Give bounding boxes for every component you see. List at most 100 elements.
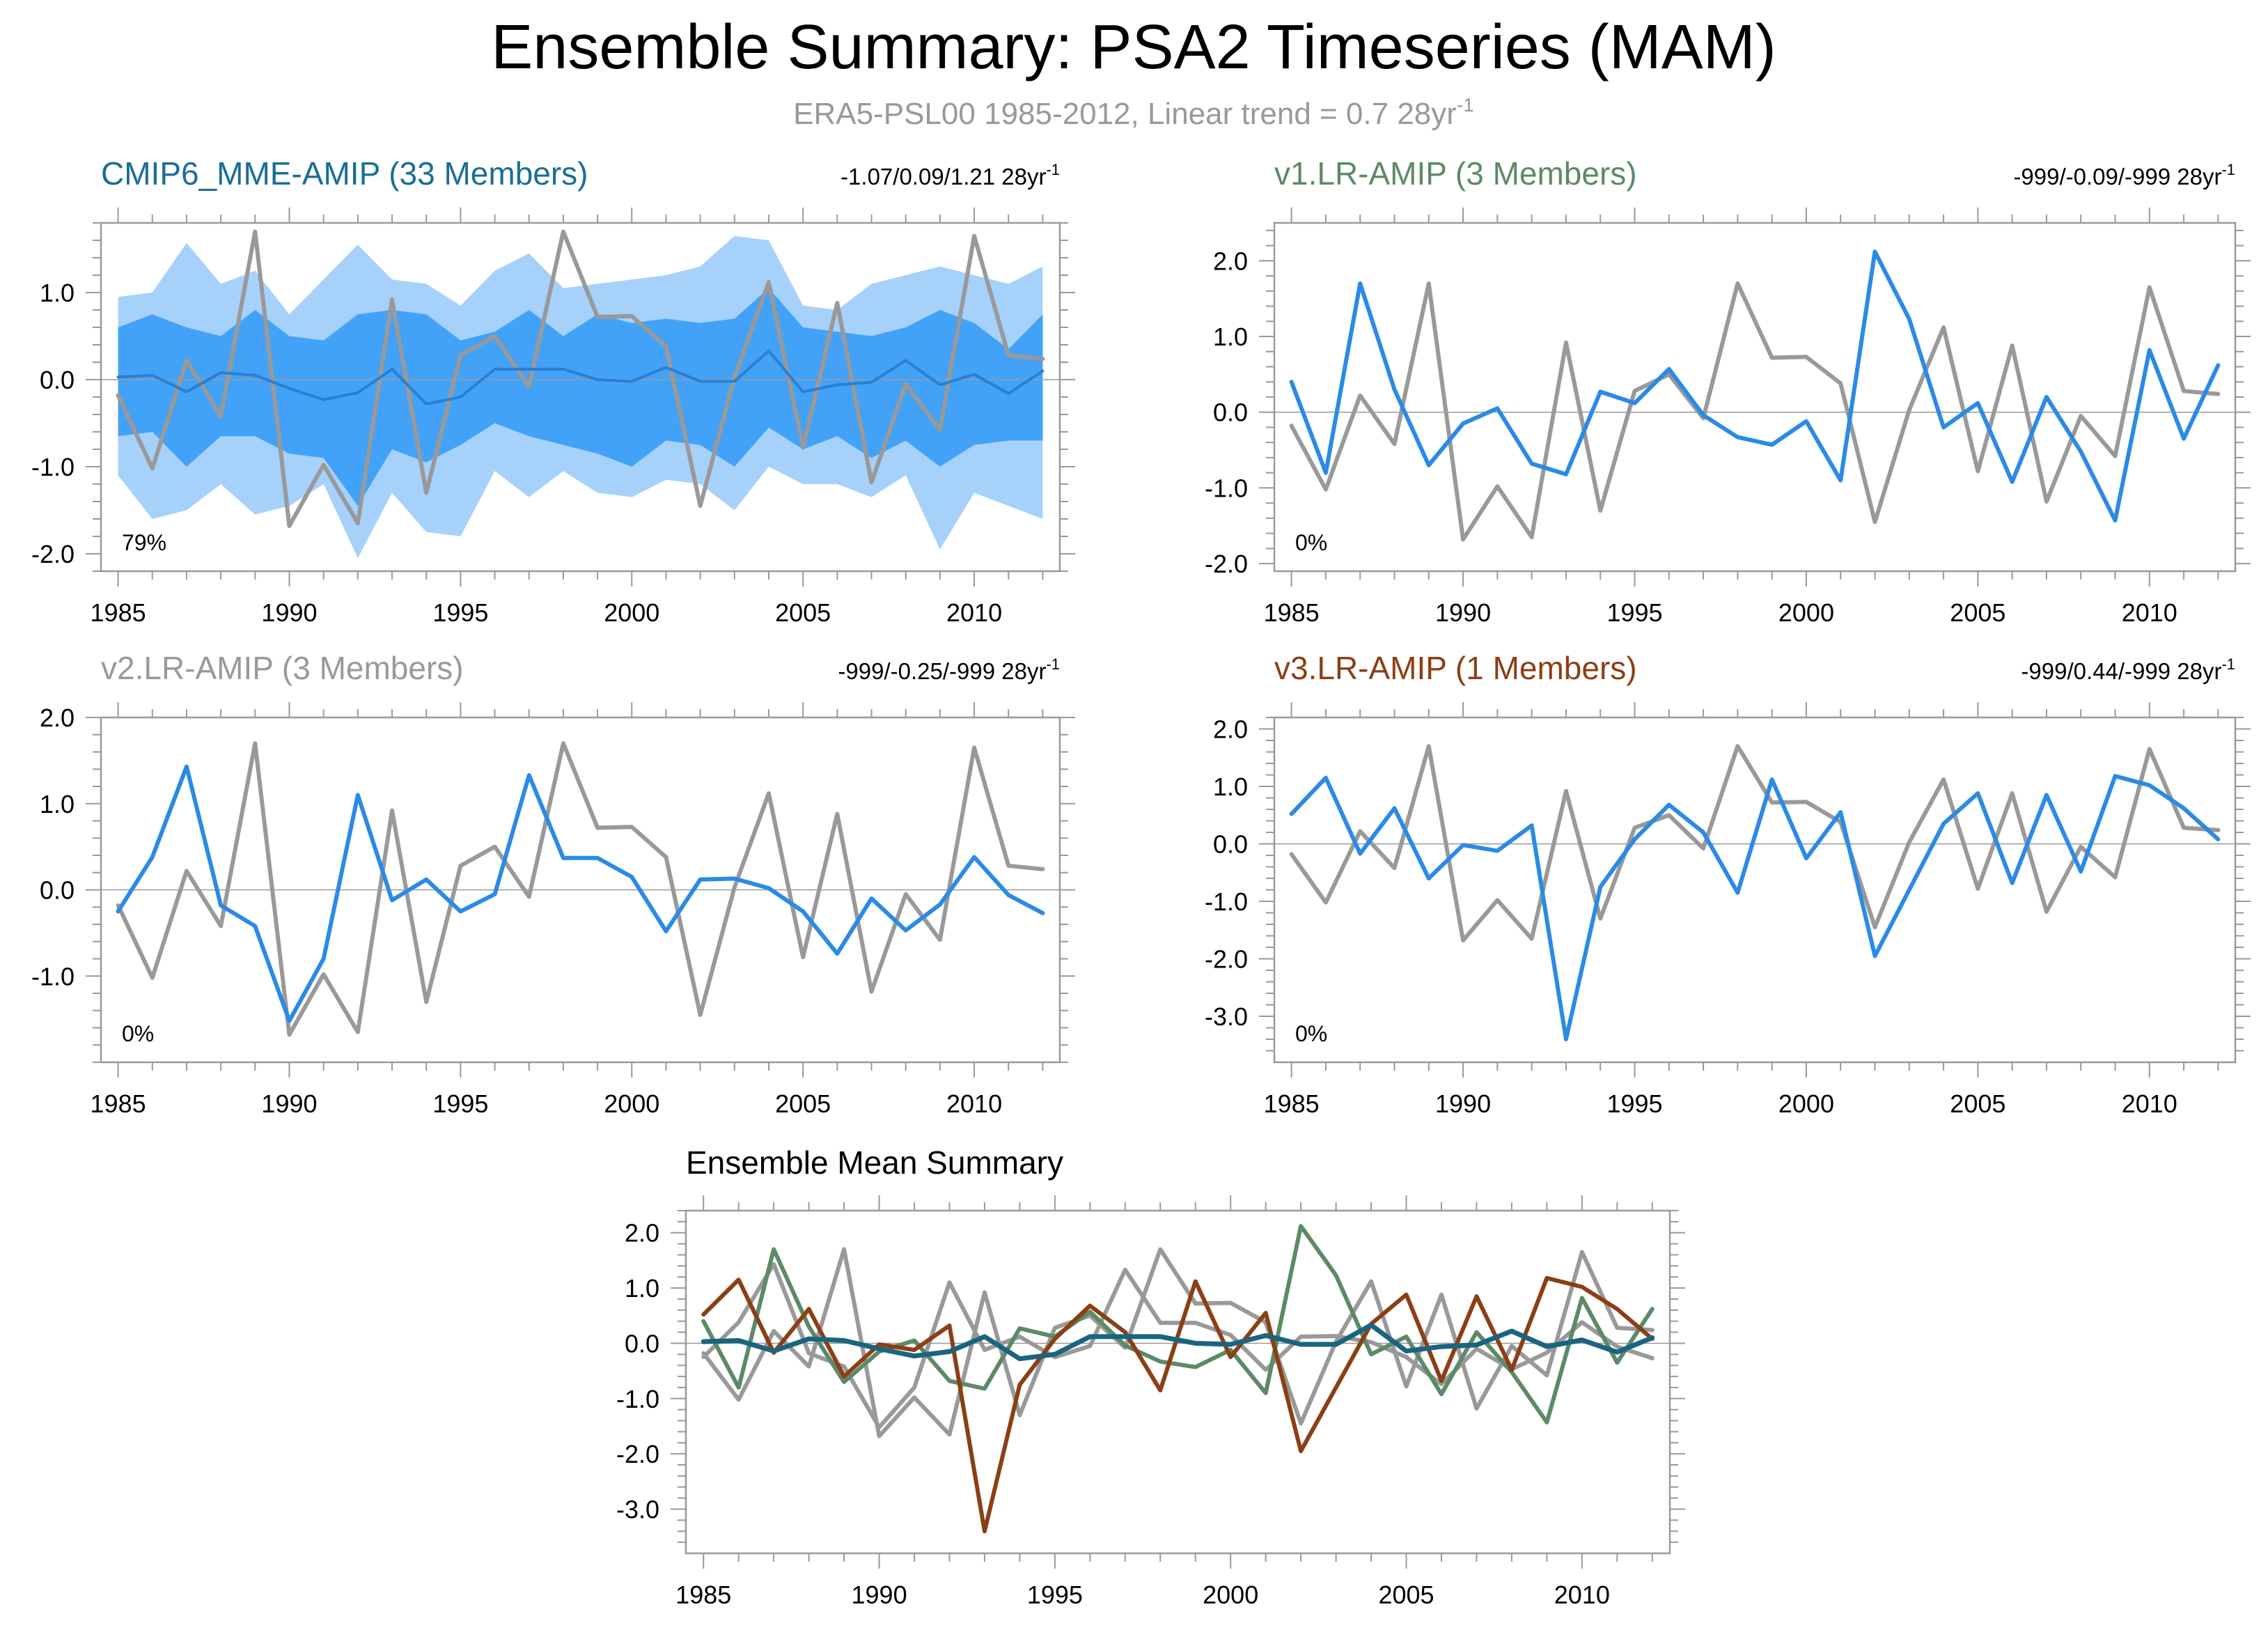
panel-v2: v2.LR-AMIP (3 Members) -999/-0.25/-999 2… <box>31 650 1075 1118</box>
series-line-v3-lr-amip <box>1289 774 2221 1041</box>
x-tick-label: 2010 <box>2122 598 2177 627</box>
plot-frame <box>1273 716 2237 1064</box>
x-tick-label: 2000 <box>604 598 659 627</box>
x-tick-label: 2005 <box>1950 1089 2005 1118</box>
plot-area-summary: 1985 1990 1995 2000 2005 2010 -3.0 -2.0 -1.0 0.0 1… <box>616 1195 1685 1609</box>
stats-sup-v1: -1 <box>2221 161 2235 178</box>
x-tick-label: 2005 <box>775 1089 831 1118</box>
series-line-era5-psl00 <box>116 229 1045 528</box>
panel-stats-v2: -999/-0.25/-999 28yr-1 <box>838 655 1060 684</box>
y-tick-label: -3.0 <box>1205 1002 1248 1031</box>
y-tick-label: 2.0 <box>1213 247 1248 275</box>
stats-text-mme: -1.07/0.09/1.21 28yr <box>840 164 1046 189</box>
series-line-v2-lr-amip <box>116 764 1045 1023</box>
series-line-v2-lr-amip <box>701 1261 1655 1430</box>
percent-label: 0% <box>1295 530 1327 555</box>
stats-sup-v3: -1 <box>2221 655 2235 673</box>
stats-text-v2: -999/-0.25/-999 28yr <box>838 658 1046 684</box>
plot-area-v3: 1985 1990 1995 2000 2005 2010 -3.0 -2.0 -1.0 0.0 1… <box>1205 702 2251 1118</box>
percent-label: 79% <box>122 530 166 555</box>
x-tick-label: 1985 <box>1264 1089 1320 1118</box>
y-tick-label: 1.0 <box>1213 772 1248 801</box>
series-line-cmip6-mme-amip <box>116 349 1045 405</box>
percent-label: 0% <box>1295 1021 1327 1046</box>
x-tick-label: 1995 <box>432 1089 488 1118</box>
x-tick-label: 2010 <box>946 598 1002 627</box>
x-tick-label: 1995 <box>432 598 488 627</box>
panel-stats-v3: -999/0.44/-999 28yr-1 <box>2021 655 2235 684</box>
y-tick-label: -2.0 <box>31 540 75 568</box>
panel-title-v2: v2.LR-AMIP (3 Members) <box>101 650 464 686</box>
y-tick-label: 1.0 <box>625 1274 659 1303</box>
panel-v3: v3.LR-AMIP (1 Members) -999/0.44/-999 28… <box>1205 650 2251 1118</box>
y-tick-label: 0.0 <box>40 366 75 394</box>
x-tick-label: 1985 <box>91 1089 146 1118</box>
panel-title-summary: Ensemble Mean Summary <box>686 1144 1063 1181</box>
x-tick-label: 1985 <box>675 1580 731 1609</box>
y-tick-label: -2.0 <box>1205 945 1248 974</box>
x-tick-label: 2000 <box>1203 1580 1258 1609</box>
x-tick-label: 2000 <box>1778 1089 1834 1118</box>
x-tick-label: 2005 <box>1378 1580 1434 1609</box>
subtitle-text: ERA5-PSL00 1985-2012, Linear trend = 0.7… <box>793 97 1457 131</box>
x-tick-label: 2000 <box>1778 598 1834 627</box>
y-tick-label: 1.0 <box>1213 323 1248 351</box>
series-line-era5-psl00 <box>1289 281 2221 542</box>
x-tick-label: 2000 <box>604 1089 659 1118</box>
x-tick-label: 2010 <box>1554 1580 1610 1609</box>
x-tick-label: 1995 <box>1027 1580 1083 1609</box>
x-tick-label: 2010 <box>2122 1089 2177 1118</box>
series-line-cmip6-mme-amip <box>701 1322 1655 1362</box>
plot-area-v1: 1985 1990 1995 2000 2005 2010 -2.0 -1.0 0.0 1.0 2.… <box>1205 208 2251 627</box>
stats-text-v3: -999/0.44/-999 28yr <box>2021 658 2221 684</box>
y-tick-label: -1.0 <box>31 962 75 991</box>
envelope-inner-band <box>118 288 1043 506</box>
x-tick-label: 1995 <box>1606 1089 1662 1118</box>
y-tick-label: -2.0 <box>616 1440 659 1468</box>
y-tick-label: -1.0 <box>31 453 75 481</box>
x-tick-label: 1985 <box>1264 598 1320 627</box>
series-line-era5-psl00 <box>1289 744 2221 943</box>
figure-subtitle: ERA5-PSL00 1985-2012, Linear trend = 0.7… <box>793 94 1474 131</box>
series-line-v3-lr-amip <box>701 1275 1655 1534</box>
panel-title-v1: v1.LR-AMIP (3 Members) <box>1274 155 1637 192</box>
panel-stats-mme: -1.07/0.09/1.21 28yr-1 <box>840 161 1060 189</box>
series-line-era5-psl00 <box>116 741 1045 1037</box>
plot-frame <box>685 1209 1671 1555</box>
x-tick-label: 1990 <box>852 1580 907 1609</box>
figure-title: Ensemble Summary: PSA2 Timeseries (MAM) <box>491 13 1776 82</box>
series-line-v1-lr-amip <box>1289 249 2221 523</box>
x-tick-label: 2010 <box>946 1089 1002 1118</box>
x-tick-label: 1990 <box>1435 598 1491 627</box>
y-tick-label: 1.0 <box>40 790 75 818</box>
panel-mme: CMIP6_MME-AMIP (33 Members) -1.07/0.09/1… <box>31 155 1075 627</box>
panel-summary: Ensemble Mean Summary 1985 1990 1995 2000 20… <box>616 1144 1685 1609</box>
x-tick-label: 1990 <box>261 1089 317 1118</box>
y-tick-label: -1.0 <box>616 1385 659 1413</box>
x-tick-label: 2005 <box>1950 598 2005 627</box>
y-tick-label: -2.0 <box>1205 550 1248 578</box>
y-tick-label: 0.0 <box>1213 398 1248 427</box>
stats-sup-v2: -1 <box>1046 655 1060 673</box>
stats-sup-mme: -1 <box>1046 161 1060 178</box>
panel-title-v3: v3.LR-AMIP (1 Members) <box>1274 650 1637 686</box>
y-tick-label: 0.0 <box>40 876 75 905</box>
y-tick-label: 2.0 <box>40 704 75 732</box>
plot-area-v2: 1985 1990 1995 2000 2005 2010 -1.0 0.0 1.0 2.0 0% <box>31 702 1075 1118</box>
plot-frame <box>1273 222 2237 573</box>
y-tick-label: 0.0 <box>1213 830 1248 859</box>
y-tick-label: 0.0 <box>625 1329 659 1358</box>
panel-v1: v1.LR-AMIP (3 Members) -999/-0.09/-999 2… <box>1205 155 2251 627</box>
y-tick-label: 2.0 <box>1213 715 1248 744</box>
y-tick-label: -1.0 <box>1205 887 1248 916</box>
subtitle-superscript: -1 <box>1457 94 1474 116</box>
x-tick-label: 1995 <box>1606 598 1662 627</box>
x-tick-label: 1985 <box>91 598 146 627</box>
y-tick-label: -1.0 <box>1205 474 1248 502</box>
plot-area-mme: 1985 1990 1995 2000 2005 2010 -2.0 -1.0 0.0 1.0 79… <box>31 208 1075 627</box>
y-tick-label: 1.0 <box>40 279 75 307</box>
y-tick-label: 2.0 <box>625 1219 659 1248</box>
stats-text-v1: -999/-0.09/-999 28yr <box>2013 164 2221 189</box>
percent-label: 0% <box>122 1021 154 1046</box>
